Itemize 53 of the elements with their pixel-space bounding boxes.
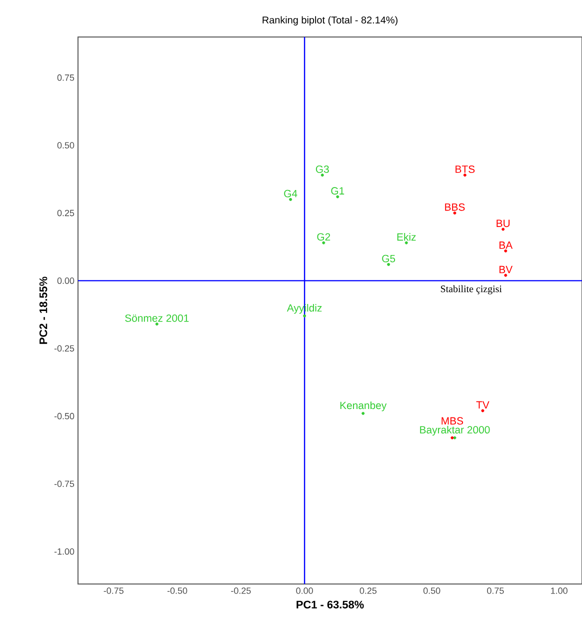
x-tick-label: 0.00: [296, 588, 313, 594]
chart-title: Ranking biplot (Total - 82.14%): [262, 16, 398, 26]
x-tick-label: 0.25: [360, 588, 377, 594]
x-tick-label: 0.75: [487, 588, 504, 594]
data-label: G2: [317, 233, 330, 241]
y-tick-label: 0.25: [57, 210, 74, 216]
x-tick-label: -0.25: [231, 588, 251, 594]
point: [504, 274, 508, 277]
point: [504, 249, 508, 252]
point: [322, 241, 326, 244]
y-tick-label: 0.75: [57, 74, 74, 81]
data-label: Kenanbey: [340, 401, 387, 412]
data-label: Ekiz: [397, 233, 416, 241]
x-tick-label: 1.00: [551, 588, 568, 594]
data-label: G3: [316, 166, 329, 173]
data-label: Sönmez 2001: [125, 314, 189, 322]
point: [303, 314, 306, 318]
point: [155, 322, 158, 326]
y-axis-title: PC2 - 18.55%: [39, 276, 48, 344]
y-tick-label: -0.75: [54, 480, 74, 487]
x-tick-label: -0.75: [104, 588, 124, 594]
data-label: G5: [382, 254, 396, 262]
y-tick-label: -1.00: [54, 548, 74, 555]
point: [336, 195, 340, 198]
point: [463, 174, 466, 177]
data-label: BTS: [456, 166, 475, 173]
data-label: G4: [284, 190, 298, 198]
point: [502, 228, 505, 231]
y-tick-label: 0.00: [57, 278, 74, 284]
y-tick-label: -0.50: [54, 412, 74, 420]
x-tick-label: 0.50: [423, 588, 440, 594]
point: [450, 436, 454, 440]
point: [481, 409, 484, 412]
x-tick-label: -0.50: [167, 588, 188, 594]
data-label: BV: [500, 266, 513, 274]
y-tick-label: -0.25: [54, 345, 74, 352]
data-label: MBS: [442, 417, 464, 425]
point: [404, 241, 408, 244]
data-label: TV: [476, 401, 490, 408]
data-label: G1: [331, 187, 344, 195]
point: [362, 412, 365, 415]
point: [387, 262, 390, 266]
x-axis-title: PC1 - 63.58%: [296, 600, 364, 608]
data-label: BA: [500, 242, 513, 249]
ref-line-label: Stabilite çizgisi: [440, 285, 502, 294]
data-label: Bayraktar 2000: [420, 426, 490, 436]
point: [453, 212, 456, 215]
data-label: BBS: [445, 203, 465, 211]
data-label: BU: [496, 220, 510, 228]
y-tick-label: 0.50: [57, 142, 74, 148]
point: [453, 436, 456, 440]
point: [289, 198, 292, 201]
point: [320, 174, 324, 177]
